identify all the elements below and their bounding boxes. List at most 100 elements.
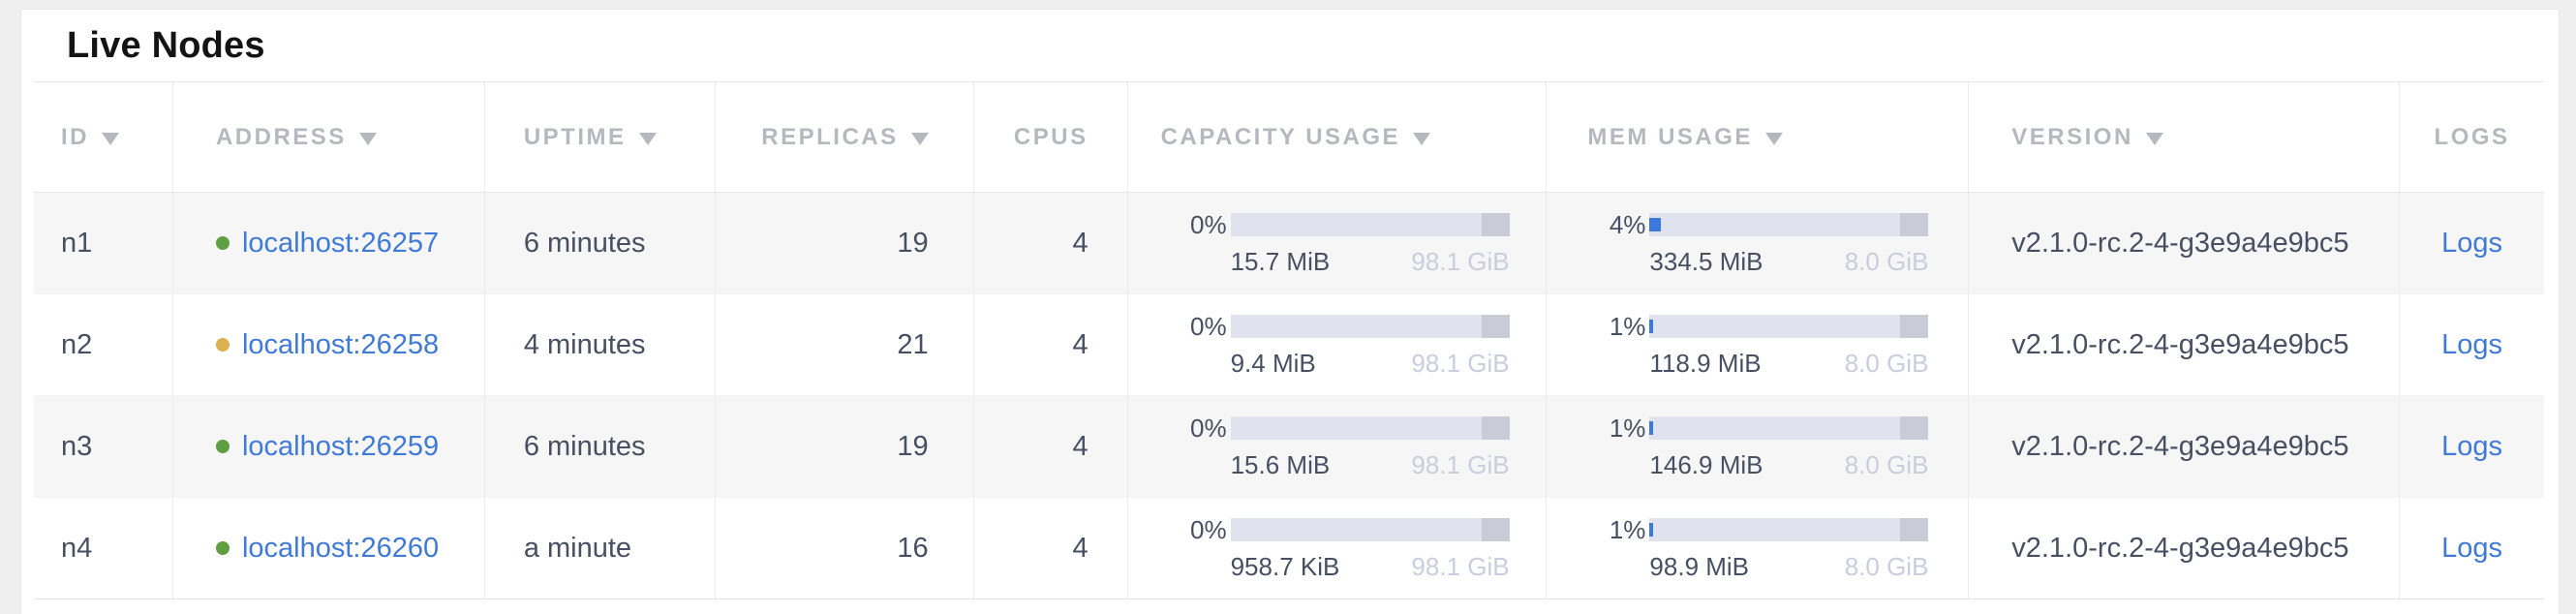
column-header-capacity[interactable]: CAPACITY USAGE: [1128, 82, 1548, 192]
address-link[interactable]: localhost:26258: [241, 328, 440, 360]
mem-usage-cell: 1% 146.9 MiB 8.0 GiB: [1547, 396, 1970, 497]
column-header-label: MEM USAGE: [1587, 123, 1753, 150]
usage-bar-reserved: [1900, 213, 1929, 236]
usage-percent: 4%: [1609, 209, 1646, 239]
column-header-label: LOGS: [2434, 123, 2510, 150]
usage-bar-fill: [1649, 218, 1662, 231]
usage-total-value: 8.0 GiB: [1844, 246, 1929, 276]
logs-link[interactable]: Logs: [2441, 430, 2502, 462]
usage-bar: [1649, 213, 1929, 236]
uptime-cell: a minute: [485, 498, 716, 599]
mem-usage-meter: 1% 98.9 MiB 8.0 GiB: [1587, 514, 1929, 582]
column-header-label: UPTIME: [523, 123, 627, 150]
usage-meter-values: 334.5 MiB 8.0 GiB: [1649, 247, 1928, 277]
version-cell: v2.1.0-rc.2-4-g3e9a4e9bc5: [1969, 396, 2401, 497]
address-cell: localhost:26260: [173, 498, 485, 599]
usage-bar-fill: [1649, 320, 1654, 333]
capacity-usage-cell: 0% 958.7 KiB 98.1 GiB: [1128, 498, 1548, 599]
address-cell: localhost:26257: [173, 193, 485, 293]
address-link[interactable]: localhost:26260: [241, 532, 440, 564]
sort-desc-arrow-icon: [638, 133, 657, 145]
usage-bar: [1230, 518, 1510, 541]
table-row: n2 localhost:26258 4 minutes 21 4 0% 9.4 MiB 98…: [34, 294, 2544, 396]
logs-link[interactable]: Logs: [2441, 328, 2502, 360]
capacity-usage-meter: 0% 9.4 MiB 98.1 GiB: [1169, 312, 1510, 379]
logs-link[interactable]: Logs: [2441, 227, 2502, 259]
usage-used-value: 118.9 MiB: [1649, 348, 1762, 378]
address-link[interactable]: localhost:26257: [241, 227, 440, 259]
usage-used-value: 146.9 MiB: [1649, 449, 1763, 479]
logs-link[interactable]: Logs: [2441, 532, 2502, 564]
usage-bar: [1649, 518, 1929, 541]
sort-desc-arrow-icon: [358, 133, 377, 145]
capacity-usage-cell: 0% 15.6 MiB 98.1 GiB: [1128, 396, 1548, 497]
column-header-cpus: CPUS: [974, 82, 1128, 192]
sort-desc-arrow-icon: [910, 133, 929, 145]
capacity-usage-meter: 0% 15.7 MiB 98.1 GiB: [1169, 210, 1510, 277]
usage-bar-reserved: [1481, 315, 1510, 338]
mem-usage-meter: 1% 146.9 MiB 8.0 GiB: [1587, 414, 1929, 480]
usage-used-value: 958.7 KiB: [1230, 551, 1340, 581]
capacity-usage-meter: 0% 15.6 MiB 98.1 GiB: [1169, 414, 1510, 480]
node-status-dot-green: [215, 541, 230, 555]
usage-bar: [1230, 416, 1510, 440]
usage-percent: 1%: [1609, 514, 1646, 544]
node-id-cell: n1: [34, 193, 173, 293]
table-body: n1 localhost:26257 6 minutes 19 4 0% 15.7 MiB 9…: [34, 193, 2544, 599]
usage-meter-values: 98.9 MiB 8.0 GiB: [1649, 552, 1928, 582]
column-header-id[interactable]: ID: [34, 82, 173, 192]
column-header-replicas[interactable]: REPLICAS: [716, 82, 974, 192]
usage-bar: [1649, 416, 1929, 440]
replicas-cell: 19: [716, 193, 974, 293]
replicas-cell: 19: [716, 396, 974, 497]
usage-meter-top: 0%: [1169, 414, 1510, 444]
mem-usage-cell: 1% 118.9 MiB 8.0 GiB: [1547, 294, 1970, 395]
usage-meter-values: 9.4 MiB 98.1 GiB: [1231, 349, 1510, 379]
replicas-cell: 21: [716, 294, 974, 395]
node-id-cell: n3: [34, 396, 173, 497]
usage-bar-reserved: [1481, 213, 1510, 236]
mem-usage-meter: 1% 118.9 MiB 8.0 GiB: [1587, 312, 1929, 379]
column-header-mem[interactable]: MEM USAGE: [1547, 82, 1970, 192]
column-header-label: CAPACITY USAGE: [1160, 123, 1401, 150]
uptime-cell: 6 minutes: [485, 396, 716, 497]
address-link[interactable]: localhost:26259: [241, 430, 440, 462]
column-header-label: CPUS: [1013, 123, 1089, 150]
column-header-label: VERSION: [2011, 123, 2133, 150]
mem-usage-meter: 4% 334.5 MiB 8.0 GiB: [1587, 209, 1929, 277]
logs-cell: Logs: [2400, 193, 2544, 293]
column-header-logs: LOGS: [2400, 82, 2544, 192]
usage-total-value: 98.1 GiB: [1411, 449, 1510, 479]
usage-used-value: 9.4 MiB: [1230, 348, 1316, 378]
usage-meter-values: 958.7 KiB 98.1 GiB: [1231, 552, 1510, 582]
table-header-row: ID ADDRESS UPTIME REPLICAS CPUS CAPACITY USAG…: [34, 82, 2544, 193]
usage-used-value: 15.6 MiB: [1230, 449, 1331, 479]
usage-meter-values: 15.7 MiB 98.1 GiB: [1231, 247, 1510, 277]
capacity-usage-cell: 0% 15.7 MiB 98.1 GiB: [1128, 193, 1548, 293]
usage-bar-reserved: [1481, 416, 1510, 440]
column-header-version[interactable]: VERSION: [1969, 82, 2401, 192]
version-cell: v2.1.0-rc.2-4-g3e9a4e9bc5: [1969, 193, 2401, 293]
usage-total-value: 8.0 GiB: [1844, 348, 1929, 378]
usage-meter-top: 0%: [1169, 515, 1510, 545]
capacity-usage-meter: 0% 958.7 KiB 98.1 GiB: [1169, 515, 1510, 582]
node-id-cell: n4: [34, 498, 173, 599]
section-title-block: Live Nodes: [34, 10, 2544, 82]
usage-meter-top: 1%: [1587, 514, 1929, 545]
usage-used-value: 98.9 MiB: [1649, 551, 1750, 581]
node-status-dot-green: [215, 440, 230, 453]
sort-desc-arrow-icon: [102, 133, 119, 145]
column-header-label: ID: [61, 123, 89, 150]
sort-desc-arrow-icon: [1764, 133, 1783, 145]
usage-meter-top: 4%: [1587, 209, 1929, 240]
usage-bar-reserved: [1900, 518, 1929, 541]
live-nodes-section: Live Nodes ID ADDRESS UPTIME REPLICAS CPUS CA…: [20, 9, 2560, 614]
usage-percent: 0%: [1190, 514, 1227, 544]
column-header-uptime[interactable]: UPTIME: [485, 82, 716, 192]
column-header-address[interactable]: ADDRESS: [173, 82, 485, 192]
table-row: n3 localhost:26259 6 minutes 19 4 0% 15.6 MiB 9…: [34, 396, 2544, 498]
logs-cell: Logs: [2400, 396, 2544, 497]
cpus-cell: 4: [974, 294, 1128, 395]
usage-meter-values: 15.6 MiB 98.1 GiB: [1231, 450, 1510, 480]
cpus-cell: 4: [974, 498, 1128, 599]
